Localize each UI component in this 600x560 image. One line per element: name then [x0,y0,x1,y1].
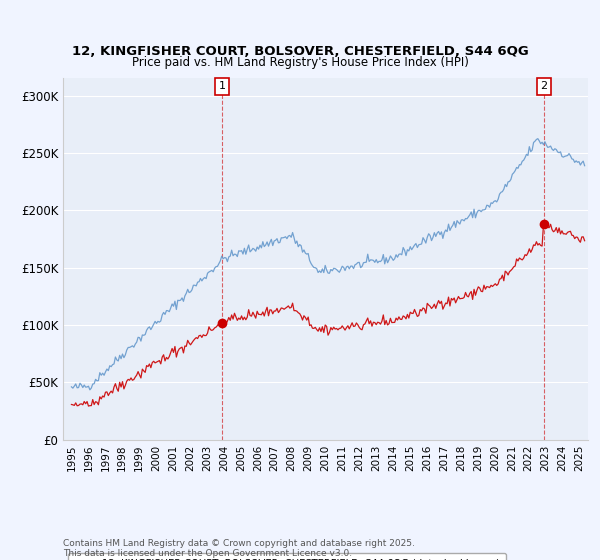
Text: 1: 1 [218,81,226,91]
Legend: 12, KINGFISHER COURT, BOLSOVER, CHESTERFIELD, S44 6QG (detached house), HPI: Ave: 12, KINGFISHER COURT, BOLSOVER, CHESTERF… [68,553,506,560]
Text: Price paid vs. HM Land Registry's House Price Index (HPI): Price paid vs. HM Land Registry's House … [131,56,469,69]
Text: 12, KINGFISHER COURT, BOLSOVER, CHESTERFIELD, S44 6QG: 12, KINGFISHER COURT, BOLSOVER, CHESTERF… [71,45,529,58]
Text: Contains HM Land Registry data © Crown copyright and database right 2025.
This d: Contains HM Land Registry data © Crown c… [63,539,415,558]
Text: 2: 2 [541,81,548,91]
